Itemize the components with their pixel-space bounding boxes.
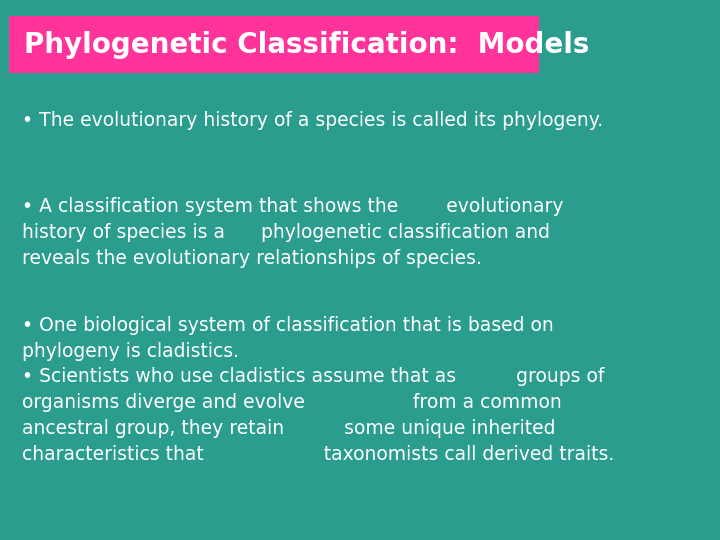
Text: • A classification system that shows the        evolutionary
history of species : • A classification system that shows the… <box>22 197 563 268</box>
Text: • One biological system of classification that is based on
phylogeny is cladisti: • One biological system of classificatio… <box>22 316 614 464</box>
FancyBboxPatch shape <box>9 16 539 73</box>
Text: Phylogenetic Classification:  Models: Phylogenetic Classification: Models <box>24 31 589 58</box>
Text: • The evolutionary history of a species is called its phylogeny.: • The evolutionary history of a species … <box>22 111 603 130</box>
